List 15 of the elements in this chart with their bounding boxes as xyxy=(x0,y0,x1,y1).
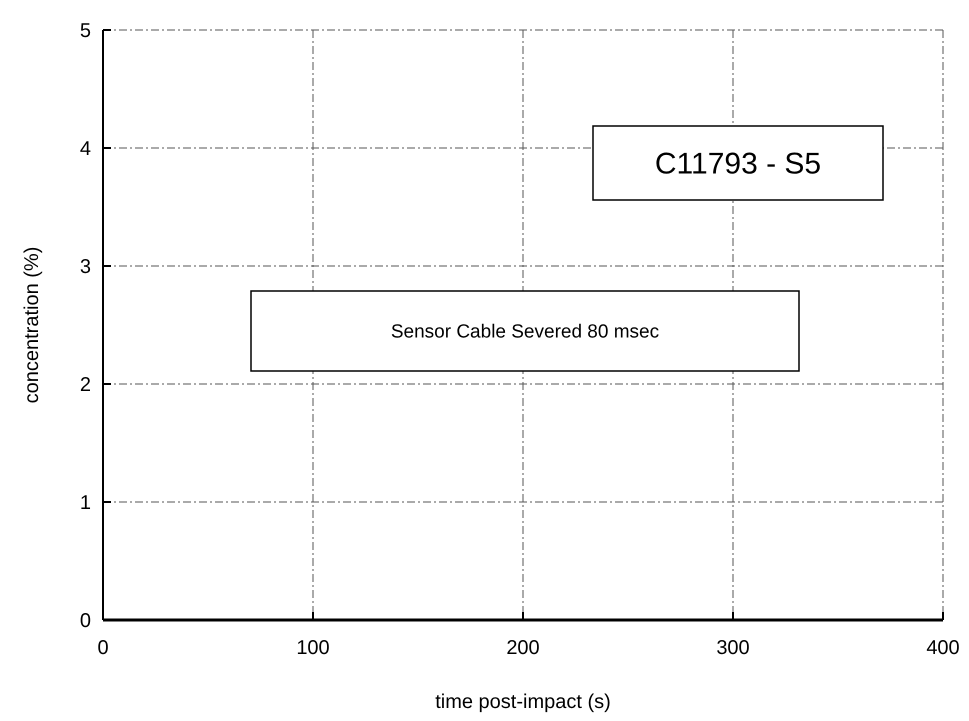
y-tick-label: 2 xyxy=(80,374,91,396)
x-tick-label: 100 xyxy=(296,637,330,659)
x-tick-label: 200 xyxy=(506,637,540,659)
x-axis-title: time post-impact (s) xyxy=(435,691,611,713)
x-tick-label: 400 xyxy=(926,637,960,659)
y-tick-label: 4 xyxy=(80,138,91,160)
annotation: C11793 - S5 xyxy=(654,148,822,180)
y-axis-title: concentration (%) xyxy=(21,246,43,404)
x-tick-label: 0 xyxy=(97,637,109,659)
annotation: Sensor Cable Severed 80 msec xyxy=(390,322,660,343)
x-tick-label: 300 xyxy=(716,637,750,659)
y-tick-label: 0 xyxy=(80,610,91,632)
y-tick-label: 5 xyxy=(80,20,91,42)
y-tick-label: 3 xyxy=(80,256,91,278)
y-tick-label: 1 xyxy=(80,492,91,514)
